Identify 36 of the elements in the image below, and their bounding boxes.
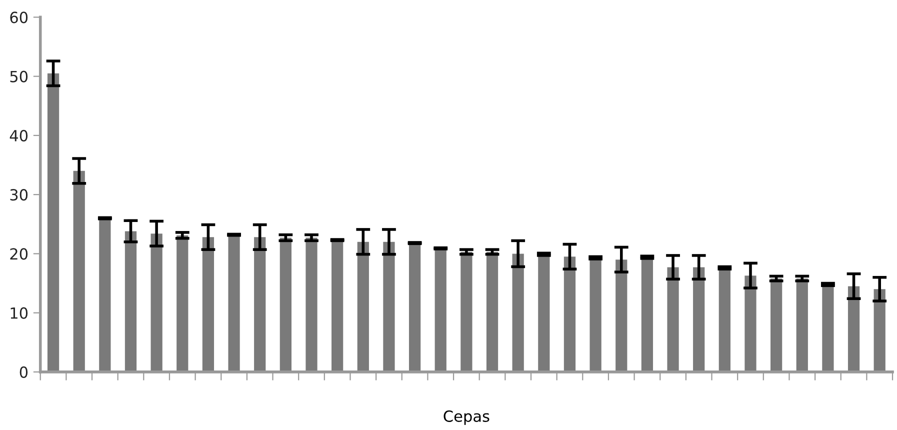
y-tick-label: 50 <box>10 70 28 82</box>
bar <box>202 237 214 372</box>
bar <box>99 218 111 372</box>
bar <box>512 254 524 372</box>
bar <box>616 260 628 372</box>
bar <box>693 267 705 372</box>
y-tick-label: 40 <box>10 130 28 142</box>
bar <box>254 237 266 372</box>
bar <box>306 238 318 372</box>
bar <box>770 278 782 372</box>
bar <box>667 267 679 372</box>
bar <box>564 256 576 372</box>
bar <box>176 235 188 372</box>
bar <box>434 248 446 372</box>
x-axis-title: Cepas <box>444 410 490 425</box>
bar <box>357 242 369 372</box>
y-tick-label: 30 <box>10 189 28 201</box>
bar <box>486 252 498 372</box>
y-tick-label: 60 <box>10 12 28 24</box>
bar <box>874 289 886 372</box>
bar <box>383 242 395 372</box>
bar <box>47 73 60 372</box>
bar <box>744 276 756 372</box>
bar <box>848 286 860 372</box>
bar <box>150 234 162 372</box>
y-tick-label: 20 <box>10 248 28 260</box>
bar <box>796 278 808 372</box>
bar <box>124 231 137 372</box>
y-tick-label: 0 <box>20 366 28 378</box>
bar <box>280 238 292 372</box>
bar <box>73 170 85 372</box>
bar <box>460 252 472 372</box>
bar <box>332 240 344 372</box>
y-tick-label: 10 <box>10 307 28 319</box>
bar <box>408 243 421 372</box>
bar <box>228 234 240 372</box>
